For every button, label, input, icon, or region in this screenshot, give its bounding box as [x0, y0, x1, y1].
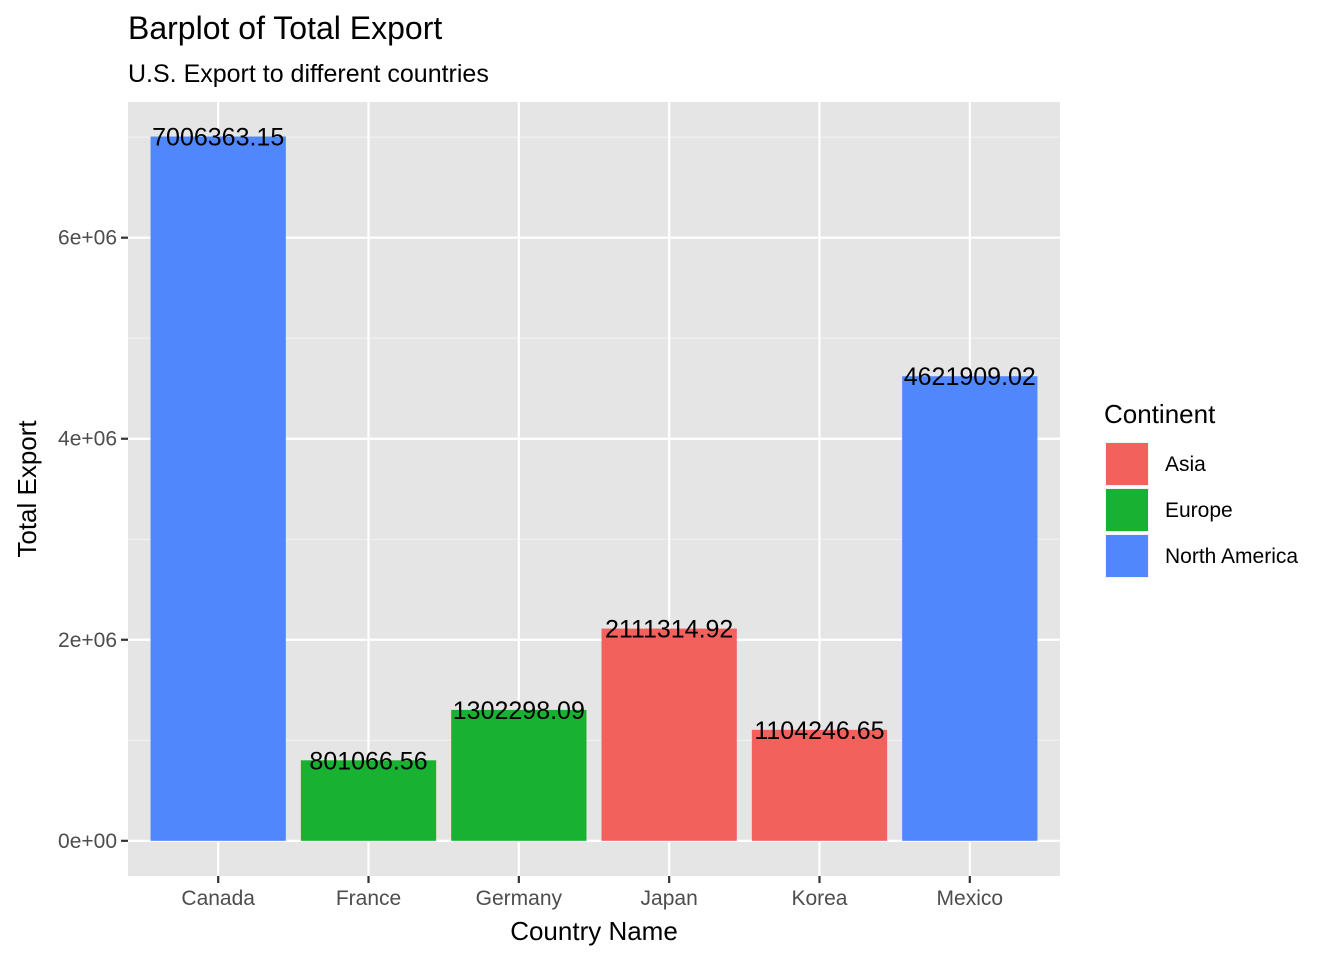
- data-label: 1302298.09: [453, 697, 585, 725]
- legend-swatch: [1106, 443, 1148, 485]
- data-label: 801066.56: [309, 747, 427, 775]
- x-tick-label: Mexico: [937, 887, 1004, 910]
- y-tick-label: 6e+06: [58, 227, 117, 250]
- bar-korea: [751, 729, 888, 841]
- data-label: 7006363.15: [152, 124, 284, 152]
- x-tick-label: France: [336, 887, 401, 910]
- bar-france: [300, 760, 437, 841]
- legend-label: North America: [1165, 545, 1298, 568]
- x-tick-label: Korea: [791, 887, 847, 910]
- bar-japan: [601, 628, 737, 841]
- y-tick-label: 0e+00: [58, 830, 117, 853]
- bar-germany: [451, 709, 587, 841]
- chart-title: Barplot of Total Export: [128, 10, 442, 46]
- x-tick-label: Japan: [641, 887, 698, 910]
- data-label: 4621909.02: [904, 363, 1036, 391]
- chart-subtitle: U.S. Export to different countries: [128, 60, 489, 88]
- legend-items: Asia Europe North America: [1105, 442, 1298, 578]
- x-tick-label: Germany: [476, 887, 563, 910]
- legend-label: Europe: [1165, 499, 1233, 522]
- legend-swatch: [1106, 489, 1148, 531]
- x-axis: Canada France Germany Japan Korea Mexico: [181, 876, 1003, 910]
- legend: Continent Asia Europe North America: [1104, 399, 1298, 578]
- data-label: 2111314.92: [605, 616, 733, 644]
- legend-title: Continent: [1104, 399, 1216, 429]
- y-axis: 0e+00 2e+06 4e+06 6e+06: [58, 227, 128, 853]
- bars: [150, 136, 1038, 841]
- bar-mexico: [902, 376, 1038, 841]
- data-label: 1104246.65: [754, 717, 884, 745]
- x-axis-title: Country Name: [510, 916, 678, 946]
- data-labels: 7006363.15 801066.56 1302298.09 2111314.92 1…: [152, 124, 1036, 776]
- y-tick-label: 4e+06: [58, 428, 117, 451]
- x-tick-label: Canada: [181, 887, 255, 910]
- legend-label: Asia: [1165, 453, 1206, 476]
- bar-canada: [150, 136, 286, 841]
- legend-swatch: [1106, 535, 1148, 577]
- y-axis-title: Total Export: [12, 420, 42, 558]
- y-tick-label: 2e+06: [58, 629, 117, 652]
